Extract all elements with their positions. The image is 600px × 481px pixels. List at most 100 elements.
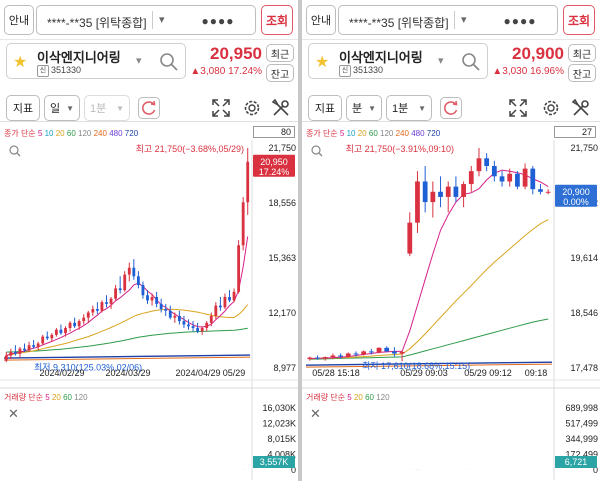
volume-tick-label: 344,999	[565, 434, 598, 444]
candle-body	[415, 181, 420, 223]
balance-button[interactable]: 잔고	[568, 64, 596, 82]
volume-badge-value: 6,721	[565, 457, 588, 467]
high-annotation: 최고 21,750(−3.68%,05/29)	[136, 144, 244, 154]
ma-line-ma20	[6, 304, 249, 356]
refresh-icon[interactable]	[440, 97, 462, 119]
candle-body	[105, 302, 108, 304]
candle-body	[218, 305, 222, 308]
candle-body	[159, 303, 163, 310]
expand-icon[interactable]	[507, 97, 529, 119]
star-icon[interactable]: ★	[315, 54, 330, 71]
price-change: ▲3,080 17.24%	[190, 66, 262, 77]
chevron-down-icon[interactable]: ▾	[461, 14, 467, 26]
ma-20: 20	[357, 129, 367, 138]
account-number: ****-**35 [위탁종합]	[349, 16, 449, 30]
toolbar-divider	[0, 121, 298, 122]
ma-10: 10	[44, 129, 54, 138]
volume-tick-label: 8,015K	[267, 434, 296, 444]
y-tick-label: 17,478	[570, 363, 598, 373]
search-icon[interactable]	[159, 52, 179, 72]
y-tick-label: 19,614	[570, 253, 598, 263]
candle-body	[191, 326, 195, 328]
balance-button[interactable]: 잔고	[266, 64, 294, 82]
price-badge	[555, 184, 597, 207]
candle-body	[136, 276, 140, 285]
tools-icon[interactable]	[570, 97, 592, 119]
split-divider[interactable]	[298, 0, 302, 481]
candle-body	[50, 334, 54, 339]
interval-select[interactable]: 1분 ▼	[386, 95, 432, 121]
close-icon[interactable]: ✕	[8, 406, 19, 421]
indicator-button[interactable]: 지표	[308, 95, 342, 121]
magnifier-icon	[9, 145, 19, 155]
interval-select-value: 1분	[90, 103, 107, 115]
refresh-icon[interactable]	[138, 97, 160, 119]
stock-selector[interactable]: ★ 이삭엔지니어링 신 351330 ▾	[6, 43, 186, 79]
interval-select[interactable]: 1분 ▼	[84, 95, 130, 121]
ma-10: 10	[346, 129, 356, 138]
price-chart[interactable]: 21,750 18,556 15,363 12,170 8,977 최고 21,750(−…	[0, 140, 298, 480]
tools-icon[interactable]	[270, 97, 292, 119]
indicator-button[interactable]: 지표	[6, 95, 40, 121]
candle-body	[54, 329, 58, 335]
candle-body	[100, 302, 104, 311]
y-tick-label: 18,556	[268, 198, 296, 208]
guide-button[interactable]: 안내	[306, 5, 336, 35]
stock-selector[interactable]: ★ 이삭엔지니어링 신 351330 ▾	[308, 43, 488, 79]
ma-480: 480	[109, 129, 123, 138]
ma-240: 240	[395, 129, 409, 138]
chevron-down-icon: ▼	[116, 103, 124, 113]
close-icon[interactable]: ✕	[310, 406, 321, 421]
candle-body	[132, 267, 136, 277]
chevron-down-icon[interactable]: ▾	[136, 55, 142, 67]
candle-body	[241, 202, 245, 246]
ma-legend-label: 종가 단순	[4, 129, 36, 138]
ma-480: 480	[411, 129, 425, 138]
candle-body	[507, 173, 513, 182]
recent-button[interactable]: 최근	[568, 44, 596, 62]
current-price: 20,900	[512, 44, 564, 63]
stock-name: 이삭엔지니어링	[37, 50, 121, 65]
volume-badge-value: 3,557K	[260, 457, 289, 467]
guide-button[interactable]: 안내	[4, 5, 34, 35]
vol-ma-60: 60	[63, 393, 72, 402]
star-icon[interactable]: ★	[13, 54, 28, 71]
candle-body	[59, 329, 63, 334]
expand-icon[interactable]	[210, 97, 232, 119]
account-selector[interactable]: ****-**35 [위탁종합] ▾ ●●●●	[36, 5, 256, 35]
candle-count-box[interactable]: 27	[554, 126, 596, 138]
candle-body	[200, 327, 204, 332]
candle-body	[36, 343, 40, 347]
candle-count-box[interactable]: 80	[253, 126, 295, 138]
password-field[interactable]: ●●●●	[201, 14, 235, 28]
ma-line-ma60	[309, 318, 549, 360]
period-select[interactable]: 분 ▼	[346, 95, 382, 121]
header-divider	[302, 39, 600, 40]
low-annotation: 최저 17,610(18.68%,15:15)	[362, 361, 470, 371]
candle-body	[73, 322, 77, 327]
period-select[interactable]: 일 ▼	[44, 95, 80, 121]
ma-720: 720	[124, 129, 139, 138]
volume-legend-label: 거래량 단순	[4, 393, 44, 402]
candle-body	[438, 191, 443, 197]
candle-body	[228, 296, 231, 301]
chevron-down-icon[interactable]: ▾	[438, 55, 444, 67]
candle-body	[315, 357, 320, 359]
volume-tick-label: 689,998	[565, 403, 598, 413]
candle-body	[237, 245, 241, 292]
price-change: ▲3,030 16.96%	[492, 66, 564, 77]
candle-body	[353, 353, 359, 355]
candle-body	[118, 288, 122, 291]
gear-icon[interactable]	[540, 97, 562, 119]
volume-badge	[555, 456, 597, 468]
recent-button[interactable]: 최근	[266, 44, 294, 62]
query-button[interactable]: 조회	[261, 5, 293, 35]
candle-body	[114, 288, 118, 299]
password-field[interactable]: ●●●●	[503, 14, 537, 28]
search-icon[interactable]	[461, 52, 481, 72]
chevron-down-icon[interactable]: ▾	[159, 14, 165, 26]
account-selector[interactable]: ****-**35 [위탁종합] ▾ ●●●●	[338, 5, 558, 35]
gear-icon[interactable]	[241, 97, 263, 119]
query-button[interactable]: 조회	[563, 5, 595, 35]
